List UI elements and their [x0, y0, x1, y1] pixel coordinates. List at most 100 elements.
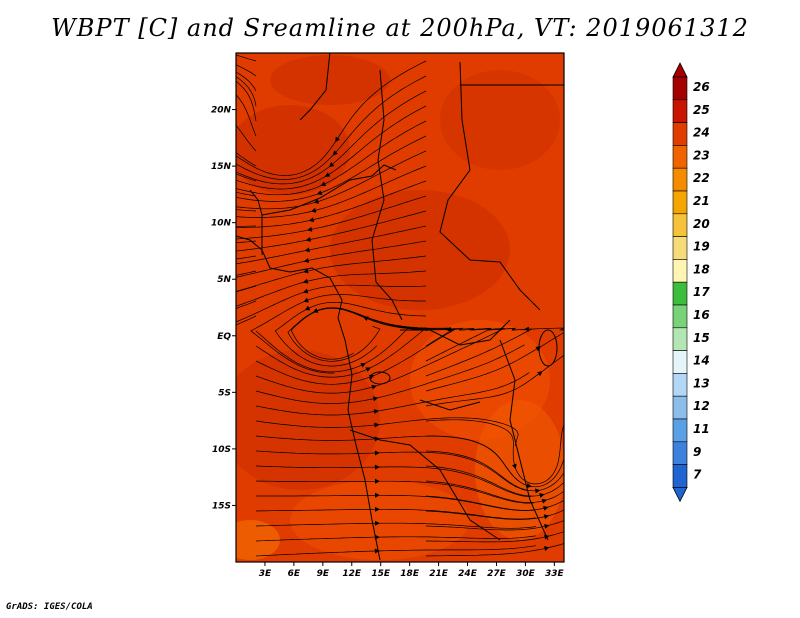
colorbar-swatch: [672, 236, 688, 260]
streamline-arrow: [360, 363, 366, 368]
colorbar-label: 25: [693, 103, 710, 117]
colorbar-swatch: [672, 395, 688, 420]
streamline-arrow: [302, 288, 309, 294]
streamline-arrow: [304, 247, 310, 253]
streamline-arrow: [543, 505, 549, 511]
streamline-arrow: [374, 464, 380, 470]
streamline-arrow: [371, 384, 377, 390]
streamline-arrow: [374, 548, 380, 554]
streamline: [255, 417, 519, 447]
streamline-arrow: [374, 450, 380, 456]
border-line: [249, 189, 263, 255]
field-patch: [236, 520, 280, 560]
streamline-arrow: [539, 493, 545, 498]
streamline-arrow: [446, 327, 452, 332]
y-tick-label: 5N: [217, 275, 231, 285]
streamline-arrow: [375, 478, 380, 484]
streamline: [255, 344, 525, 404]
streamline-arrow: [373, 409, 380, 414]
streamline-arrow: [543, 514, 550, 520]
colorbar-label: 7: [693, 468, 702, 482]
colorbar-swatch: [672, 441, 688, 465]
colorbar-label: 26: [693, 80, 710, 94]
colorbar-label: 16: [693, 308, 710, 322]
streamline-arrow: [320, 181, 327, 186]
streamline: [236, 270, 427, 307]
streamline-arrow: [313, 199, 319, 204]
y-tick-label: 20N: [211, 106, 232, 116]
streamline: [236, 64, 257, 77]
x-tick-label: 33E: [545, 569, 565, 579]
streamline: [425, 495, 564, 511]
x-tick-label: 24E: [458, 569, 478, 579]
border-line: [299, 53, 331, 121]
colorbar-swatch: [672, 190, 688, 215]
colorbar-swatch: [672, 213, 688, 237]
border-line: [261, 164, 397, 216]
streamline: [255, 508, 536, 520]
colorbar-label: 9: [693, 445, 701, 459]
colorbar-swatch: [672, 281, 688, 306]
colorbar-label: 14: [693, 354, 710, 368]
streamline: [250, 294, 426, 374]
colorbar-swatch: [672, 259, 688, 283]
streamline-arrow: [544, 524, 550, 529]
streamline-arrow: [365, 367, 371, 372]
streamline: [256, 494, 535, 511]
streamline-arrow: [544, 546, 550, 551]
colorbar: 26 25 24 23 22 21 20 19 18 17 16 15 14 13 12 11 9 7: [672, 62, 710, 503]
streamline: [236, 240, 427, 278]
streamline: [287, 307, 431, 362]
border-line: [236, 235, 381, 561]
streamline: [236, 285, 257, 293]
field-patch: [236, 105, 350, 195]
streamline: [236, 270, 257, 276]
axis-ticks: 3E 6E 9E 12E 15E 18E 21E 24E 27E 30E 33E 20N 15N 10N 5…: [211, 106, 565, 579]
colorbar-swatch: [672, 418, 688, 443]
map-area: [235, 52, 565, 563]
streamline: [236, 105, 427, 190]
colorbar-swatch: [672, 99, 688, 123]
streamline: [236, 284, 427, 323]
border-line: [349, 429, 501, 541]
streamline-arrow: [511, 463, 517, 470]
streamline: [236, 255, 427, 292]
streamline: [236, 120, 427, 196]
streamline: [255, 308, 428, 378]
colorbar-label: 17: [693, 285, 710, 299]
x-tick-label: 27E: [487, 569, 507, 579]
colorbar-swatch: [672, 464, 688, 488]
streamline: [425, 465, 564, 497]
streamline: [236, 80, 257, 122]
y-tick-label: 15S: [212, 501, 231, 511]
streamline: [236, 255, 257, 260]
field-patch: [475, 400, 564, 540]
y-tick-label: 15N: [211, 162, 232, 172]
x-tick-label: 18E: [400, 569, 420, 579]
streamline-arrow: [305, 237, 311, 242]
streamline: [425, 480, 564, 503]
country-borders: [236, 53, 564, 561]
streamline: [236, 191, 257, 197]
border-line: [439, 61, 541, 311]
streamline: [274, 301, 427, 367]
colorbar-label: 20: [693, 217, 710, 231]
streamline: [236, 180, 427, 228]
colorbar-swatch: [672, 145, 688, 169]
field-patch: [330, 190, 510, 310]
border-line: [400, 319, 511, 346]
border-line: [371, 69, 403, 321]
island-outline: [538, 329, 558, 367]
colorbar-swatch: [672, 350, 688, 374]
x-tick-label: 15E: [371, 569, 391, 579]
streamline: [255, 325, 456, 385]
streamline-arrow: [332, 150, 338, 156]
footer-credit: GrADS: IGES/COLA: [6, 602, 93, 612]
streamline: [236, 124, 257, 152]
streamline-arrow: [308, 217, 315, 223]
lake-outline: [369, 371, 391, 385]
streamline-arrow: [535, 488, 541, 494]
colorbar-label: 22: [693, 171, 710, 185]
streamline: [255, 480, 534, 504]
